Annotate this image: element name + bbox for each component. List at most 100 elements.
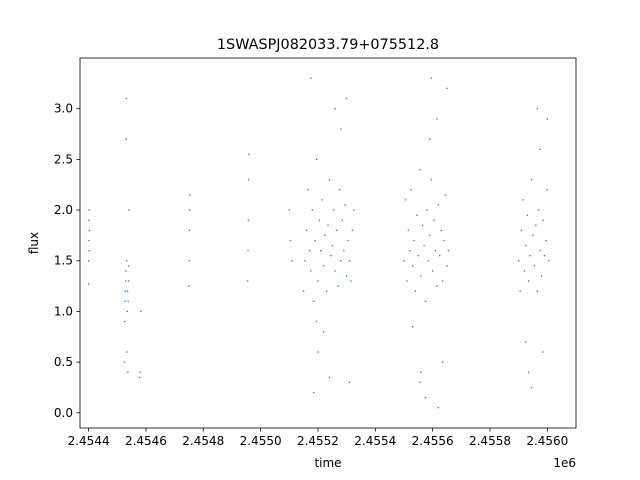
data-point (545, 239, 547, 242)
data-point (533, 265, 536, 267)
data-point (437, 406, 440, 409)
data-point (188, 259, 190, 262)
data-point (138, 376, 141, 379)
data-point (308, 249, 311, 252)
data-point (291, 259, 293, 262)
data-point (542, 351, 544, 353)
data-point (429, 234, 431, 237)
data-point (421, 224, 424, 227)
data-point (426, 209, 428, 211)
data-point (247, 178, 250, 181)
data-point (548, 259, 550, 262)
data-point (125, 138, 127, 140)
y-axis-ticks: 0.0 0.5 1.0 1.5 2.0 2.5 3.0 (54, 102, 80, 420)
data-point (527, 371, 530, 373)
data-point (433, 219, 435, 221)
data-point (317, 351, 319, 353)
x-axis-offset-label: 1e6 (553, 456, 576, 470)
data-point (539, 249, 541, 252)
y-tick-label: 3.0 (54, 102, 73, 116)
data-point (88, 219, 90, 221)
data-point (304, 259, 306, 262)
data-point (343, 249, 345, 252)
y-tick-label: 0.0 (54, 406, 73, 420)
x-tick-label: 2.4546 (125, 434, 167, 448)
data-point (288, 209, 291, 211)
data-point (125, 270, 127, 272)
data-point (340, 128, 342, 130)
data-point (325, 290, 328, 292)
data-point (324, 234, 326, 237)
data-point (348, 381, 351, 384)
data-point (87, 259, 90, 262)
data-point (321, 199, 324, 201)
data-point (320, 249, 322, 252)
data-point (353, 209, 355, 211)
data-point (444, 194, 447, 196)
data-point (546, 189, 549, 191)
data-point (520, 229, 523, 232)
data-point (406, 280, 408, 282)
data-point (302, 290, 305, 292)
y-tick-label: 2.0 (54, 203, 73, 217)
chart-title: 1SWASPJ082033.79+075512.8 (217, 37, 439, 53)
data-point (289, 239, 292, 242)
data-point (328, 178, 331, 181)
data-point (407, 229, 410, 232)
data-point (526, 214, 529, 216)
data-point (334, 270, 336, 272)
data-point (443, 239, 445, 242)
data-point (87, 283, 90, 285)
data-point (535, 224, 537, 227)
data-point (315, 320, 318, 323)
x-tick-label: 2.4558 (469, 434, 511, 448)
data-point (441, 280, 444, 282)
y-tick-label: 1.5 (54, 254, 73, 268)
data-point (315, 158, 318, 161)
data-point (322, 330, 325, 333)
data-point (430, 178, 432, 181)
data-point (424, 396, 427, 399)
data-point (248, 153, 250, 156)
data-point (327, 224, 329, 227)
data-point (539, 148, 541, 150)
data-point (410, 189, 412, 191)
data-point (419, 168, 421, 171)
data-point (124, 290, 127, 292)
data-point (416, 214, 418, 216)
data-point (345, 275, 348, 277)
data-point (88, 239, 90, 242)
data-point (411, 325, 414, 328)
data-point (332, 209, 335, 211)
x-axis-ticks: 2.4544 2.4546 2.4548 2.4550 2.4552 2.4554 2.45… (68, 428, 568, 448)
data-point (126, 310, 129, 313)
data-point (434, 249, 437, 252)
data-point (529, 254, 531, 257)
y-tick-label: 1.0 (54, 304, 73, 318)
data-point (527, 280, 530, 282)
data-point (307, 189, 309, 191)
data-point (436, 118, 438, 120)
data-point (429, 138, 431, 140)
x-tick-label: 2.4560 (526, 434, 568, 448)
data-point (126, 351, 128, 353)
data-point (188, 229, 191, 232)
data-point (139, 371, 141, 373)
data-point (247, 219, 250, 221)
data-point (312, 300, 315, 303)
data-point (125, 97, 128, 100)
data-point (530, 386, 533, 389)
data-point (424, 300, 427, 303)
data-point (335, 229, 338, 232)
data-point (525, 244, 527, 247)
data-point (345, 97, 348, 100)
data-point (536, 107, 539, 110)
data-point (348, 259, 351, 262)
data-point (126, 290, 129, 292)
data-point (127, 265, 130, 267)
data-point (351, 229, 354, 232)
data-point (305, 229, 308, 232)
data-points (87, 77, 550, 409)
plot-frame (79, 57, 577, 429)
data-point (537, 209, 540, 211)
